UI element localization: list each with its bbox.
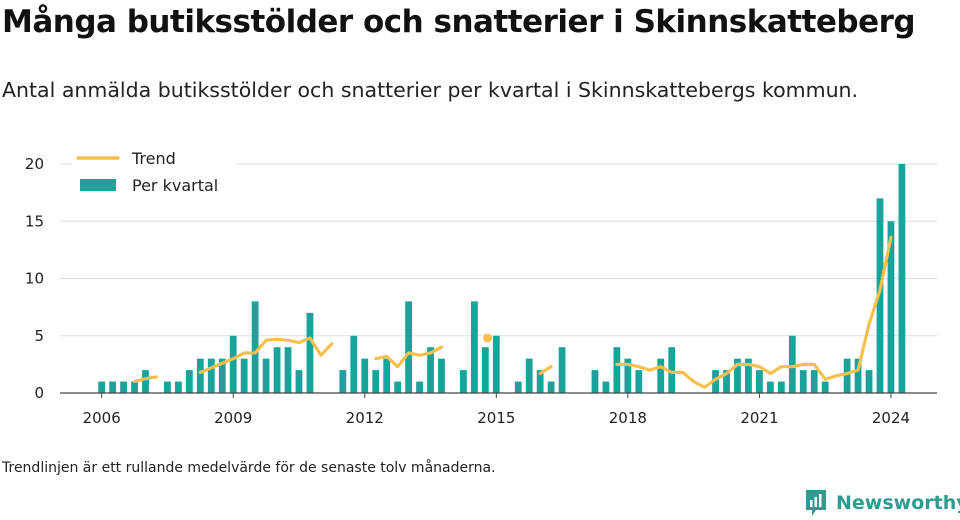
x-tick-label: 2018 bbox=[609, 409, 647, 427]
trend-segment bbox=[132, 375, 159, 384]
bar bbox=[657, 358, 665, 393]
y-tick-label: 10 bbox=[25, 270, 44, 288]
bar bbox=[98, 381, 106, 393]
bar bbox=[306, 312, 314, 393]
x-tick-label: 2024 bbox=[872, 409, 910, 427]
trend-segment bbox=[198, 336, 334, 374]
bar bbox=[142, 370, 149, 393]
y-tick-label: 15 bbox=[25, 212, 44, 230]
bar bbox=[240, 358, 248, 393]
y-tick-label: 0 bbox=[34, 384, 44, 402]
bar bbox=[492, 335, 500, 393]
x-tick-label: 2009 bbox=[214, 409, 252, 427]
y-tick-label: 5 bbox=[34, 327, 44, 345]
x-tick-label: 2006 bbox=[83, 409, 121, 427]
bar bbox=[723, 370, 730, 393]
bar bbox=[843, 358, 851, 393]
bar bbox=[668, 347, 676, 393]
bar bbox=[361, 358, 369, 393]
bar bbox=[460, 370, 467, 393]
legend-trend-label: Trend bbox=[131, 149, 176, 168]
bar bbox=[470, 301, 478, 393]
newsworthy-logo-icon bbox=[806, 490, 826, 516]
bar bbox=[854, 358, 862, 393]
bar bbox=[131, 381, 138, 393]
bar bbox=[613, 347, 621, 393]
chart-area: 0 5 10 15 20 2006 2009 2012 2015 2018 2021 2024 Tre… bbox=[25, 148, 937, 427]
bar bbox=[372, 370, 380, 393]
legend-bar-swatch bbox=[80, 179, 116, 191]
chart-subtitle: Antal anmälda butiksstölder och snatteri… bbox=[2, 78, 859, 102]
bar bbox=[876, 198, 884, 393]
x-tick-label: 2012 bbox=[346, 409, 384, 427]
bar bbox=[756, 370, 763, 393]
bar bbox=[766, 381, 774, 393]
bar bbox=[295, 370, 303, 393]
trend-segment bbox=[374, 345, 444, 369]
x-tick-label: 2015 bbox=[477, 409, 515, 427]
bar bbox=[821, 381, 829, 393]
x-tick-label: 2021 bbox=[740, 409, 778, 427]
y-tick-label: 20 bbox=[25, 155, 44, 173]
axes: 0 5 10 15 20 2006 2009 2012 2015 2018 2021 2024 bbox=[25, 155, 937, 427]
bar bbox=[383, 358, 391, 393]
bars bbox=[98, 164, 906, 393]
bar bbox=[865, 370, 873, 393]
trend-point bbox=[483, 333, 493, 343]
bar bbox=[185, 370, 193, 393]
bar bbox=[602, 381, 610, 393]
bar bbox=[109, 381, 117, 393]
legend-bar-label: Per kvartal bbox=[132, 176, 218, 195]
bar bbox=[438, 358, 445, 393]
bar bbox=[481, 347, 489, 393]
brand-name: Newsworthy bbox=[836, 492, 960, 514]
bar bbox=[745, 358, 752, 393]
bar bbox=[514, 381, 522, 393]
bar bbox=[174, 381, 182, 393]
bar bbox=[284, 347, 292, 393]
bar bbox=[558, 347, 566, 393]
bar bbox=[591, 370, 599, 393]
legend: Trend Per kvartal bbox=[72, 148, 236, 206]
trend-segment bbox=[538, 365, 553, 376]
bar bbox=[273, 347, 281, 393]
bar bbox=[635, 370, 643, 393]
bar bbox=[120, 381, 127, 393]
footnote: Trendlinjen är ett rullande medelvärde f… bbox=[2, 460, 496, 476]
bar bbox=[887, 221, 895, 393]
trend-line bbox=[132, 235, 893, 389]
bar bbox=[207, 358, 215, 393]
bar bbox=[712, 370, 719, 393]
bar bbox=[547, 381, 555, 393]
bar bbox=[427, 347, 434, 393]
bar bbox=[394, 381, 402, 393]
bar bbox=[262, 358, 270, 393]
chart-title: Många butiksstölder och snatterier i Ski… bbox=[2, 4, 916, 40]
bar bbox=[251, 301, 259, 393]
bar bbox=[218, 358, 226, 393]
bar bbox=[164, 381, 171, 393]
bar bbox=[350, 335, 358, 393]
bar bbox=[734, 358, 741, 393]
bar bbox=[898, 164, 906, 393]
bar bbox=[788, 335, 796, 393]
bar bbox=[416, 381, 423, 393]
bar bbox=[405, 301, 413, 393]
bar bbox=[777, 381, 785, 393]
brand-logo[interactable]: Newsworthy bbox=[804, 486, 960, 520]
bar bbox=[799, 370, 807, 393]
bar bbox=[624, 358, 632, 393]
bar bbox=[525, 358, 533, 393]
trend-segment bbox=[615, 235, 893, 389]
bar bbox=[810, 370, 818, 393]
bar bbox=[196, 358, 204, 393]
bar bbox=[536, 370, 544, 393]
bar bbox=[339, 370, 347, 393]
bar bbox=[229, 335, 237, 393]
